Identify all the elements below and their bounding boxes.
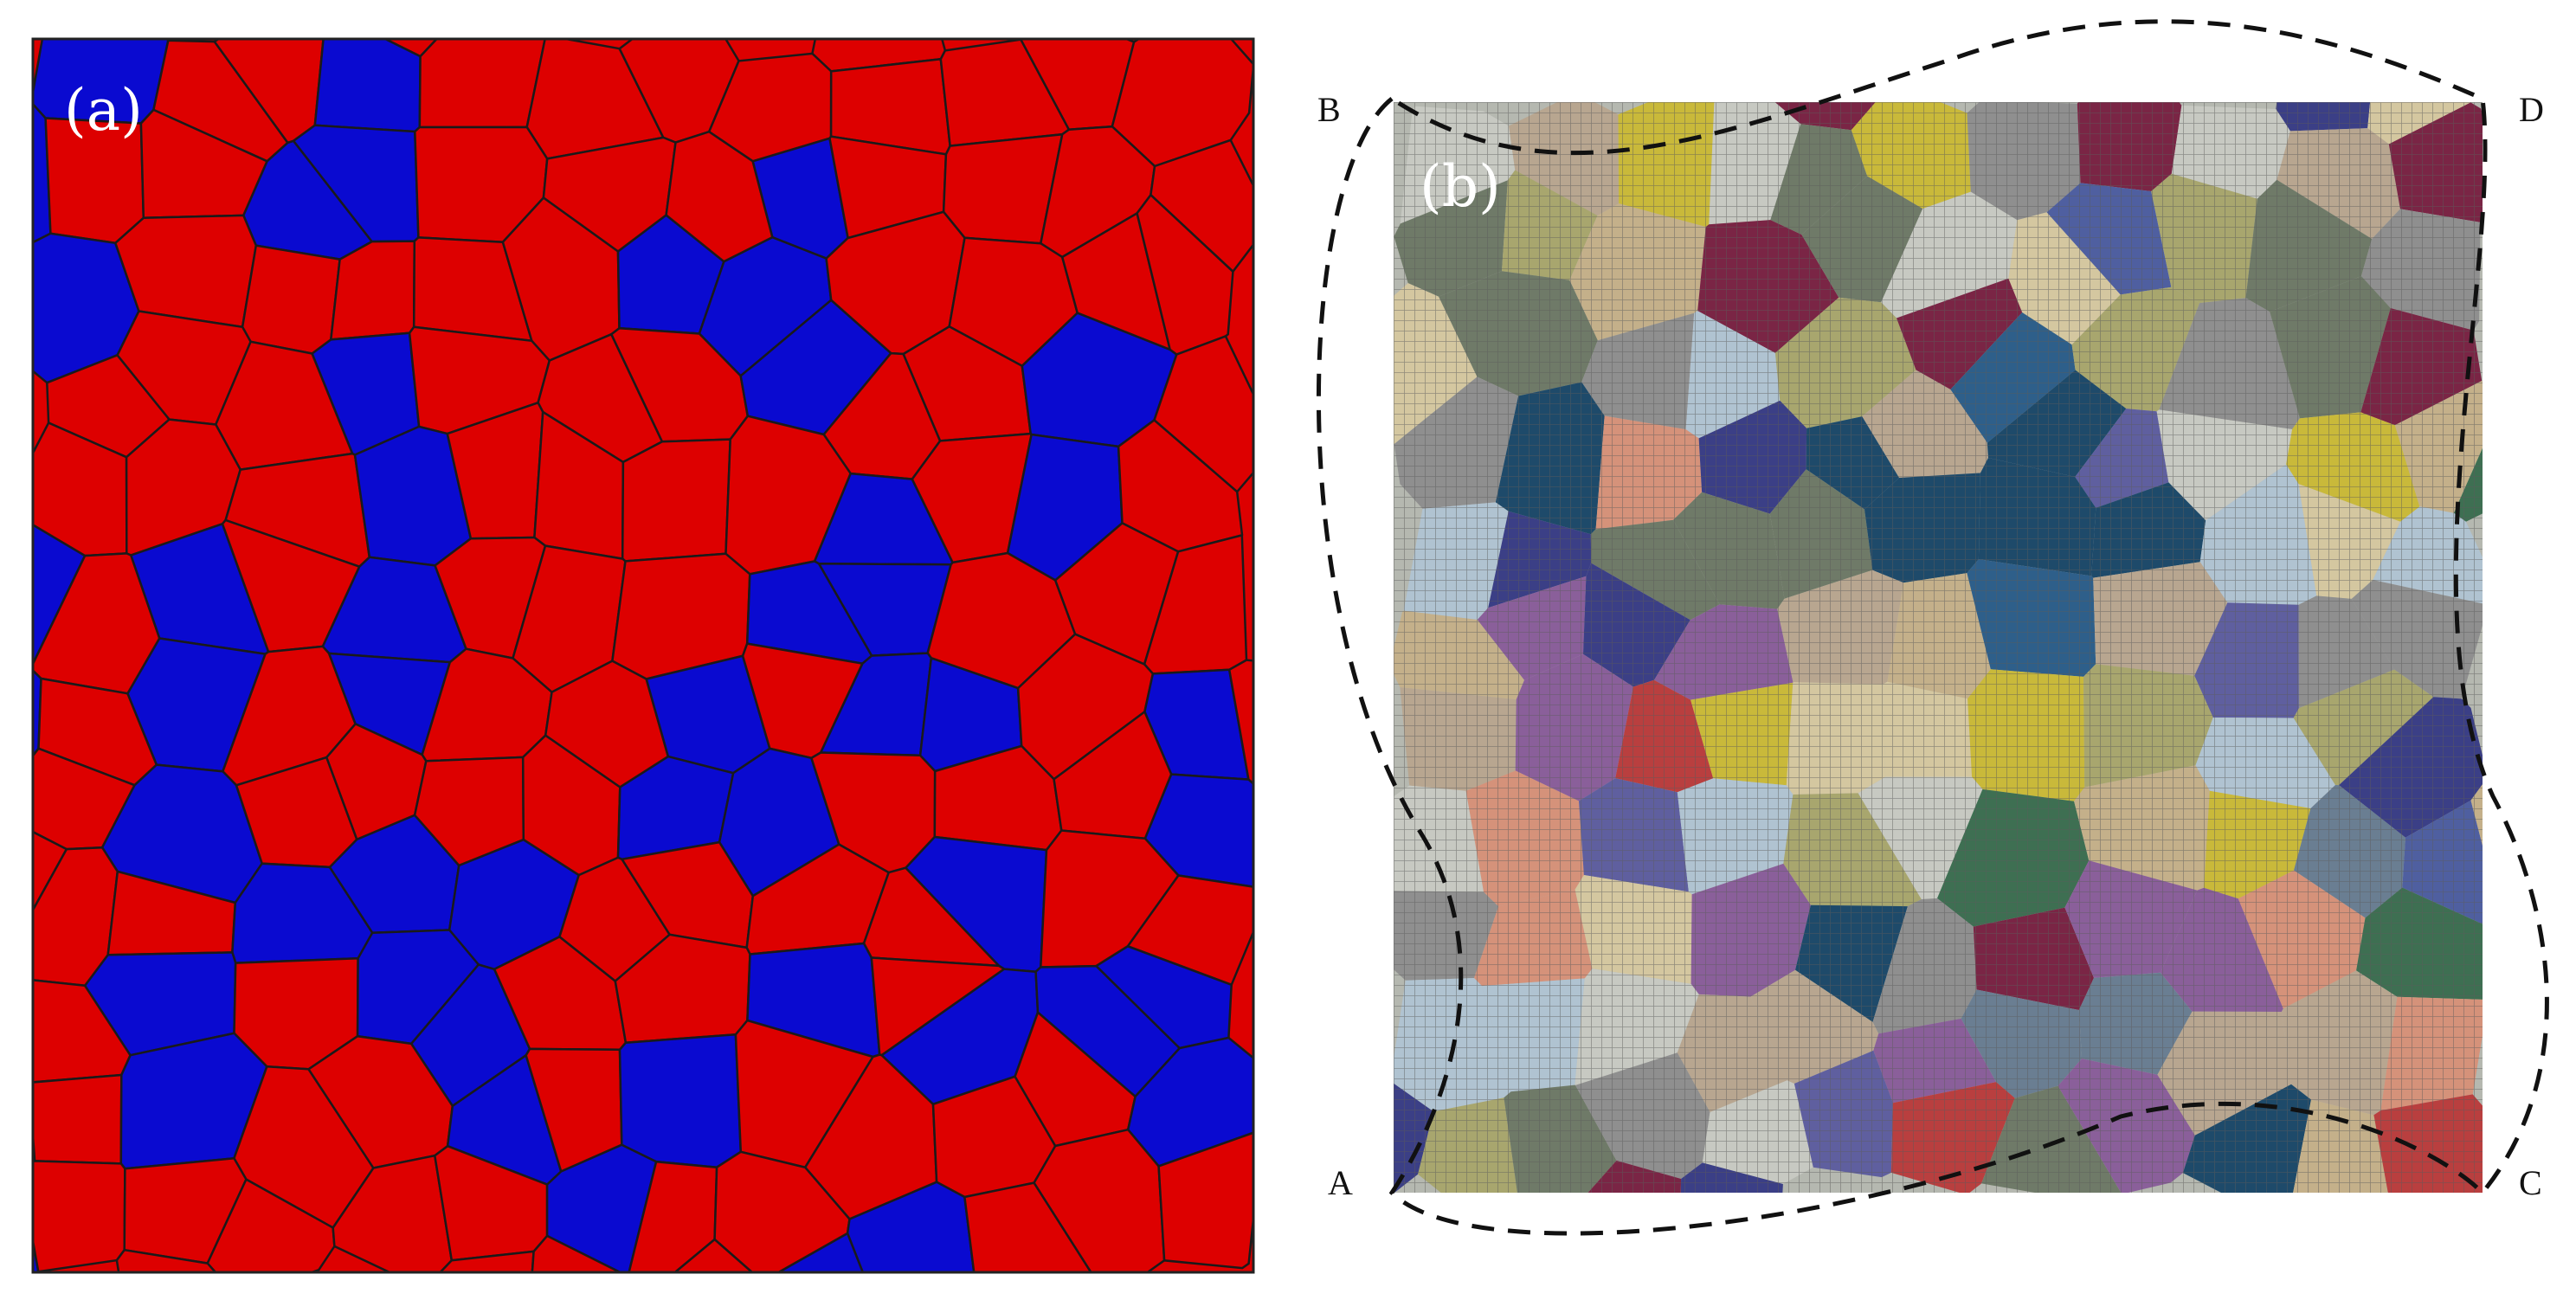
corner-label-b: B [1317, 90, 1341, 129]
panel-a-grain [33, 1120, 36, 1163]
panel-a-grain [33, 102, 52, 244]
panel-a-grain [241, 244, 341, 355]
panel-a-frame [31, 37, 1255, 1274]
panel-a-label: (a) [64, 77, 143, 144]
panel-a-grain [313, 39, 422, 133]
panel-a-grain [115, 1248, 217, 1272]
panel-a: (a) [31, 4, 1255, 1274]
panel-a-grain [33, 830, 68, 912]
panel-a-grain [545, 1143, 658, 1272]
panel-a-grain-map [33, 4, 1253, 1272]
panel-a-grain [33, 523, 87, 666]
panel-a-grain [673, 1238, 754, 1272]
panel-a-grain [963, 1181, 1092, 1272]
corner-label-a: A [1328, 1163, 1353, 1202]
panel-a-grain [1033, 1128, 1166, 1272]
panel-b-mesh-grid [1394, 102, 2483, 1193]
panel-a-grain [531, 1234, 623, 1272]
corner-label-c: C [2519, 1163, 2542, 1202]
panel-a-grain [1157, 1131, 1253, 1270]
panel-b-deformed-outline [1316, 19, 2549, 1236]
panel-b-label: (b) [1420, 153, 1501, 220]
panel-a-grain [33, 1160, 126, 1272]
panel-a-grain [636, 4, 722, 36]
panel-a-grain [846, 1181, 976, 1272]
panel-a-grain [418, 39, 546, 129]
panel-a-grain [621, 438, 732, 563]
panel-a-grain [776, 1232, 865, 1272]
panel-a-grain [618, 1033, 743, 1168]
panel-a-grain [33, 1073, 123, 1165]
panel-b: (b) B D A C [1316, 19, 2549, 1236]
corner-label-d: D [2519, 90, 2544, 129]
